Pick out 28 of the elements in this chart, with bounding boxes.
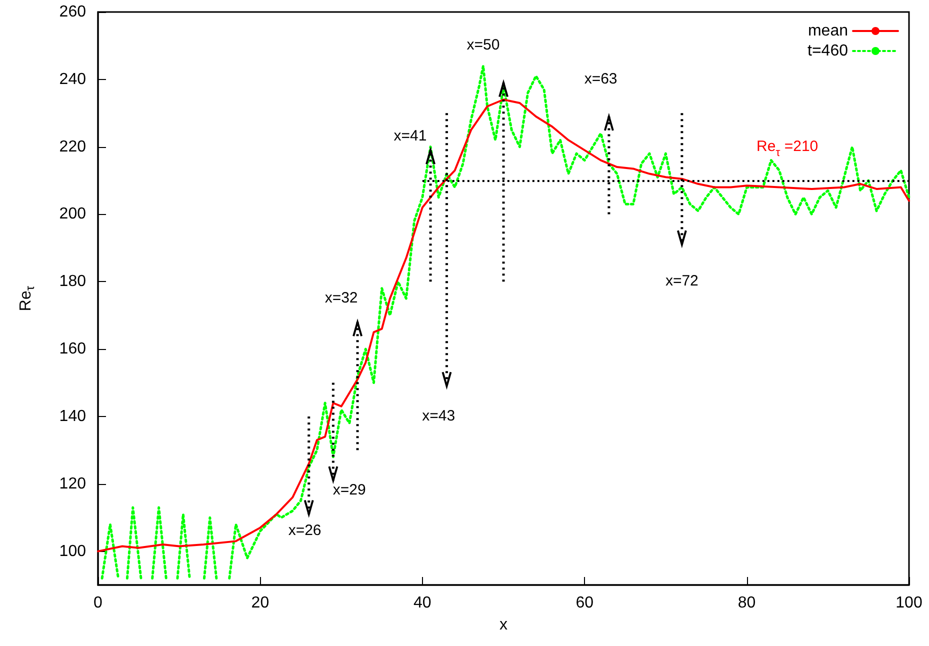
y-tick-label: 180 [59,273,86,290]
ref-line-label: Re$_{τ}$ =210 [756,138,818,159]
legend-label: mean [808,22,848,40]
x-tick-label: 100 [896,594,922,612]
y-tick-label: 220 [59,138,86,156]
annotation: x=43 [422,407,456,424]
annotation: x=50 [466,36,500,54]
annotation: x=63 [584,70,618,88]
y-tick-label: 260 [59,4,86,20]
y-tick-label: 100 [59,542,86,560]
y-tick-label: 120 [59,475,86,492]
legend-label: t=460 [808,42,848,60]
y-tick-label: 160 [59,340,86,358]
x-tick-label: 60 [576,594,594,612]
annotation: x=72 [665,272,698,290]
y-tick-label: 140 [59,408,86,425]
annotation: x=29 [332,482,366,499]
x-axis-title: x [500,616,508,634]
x-tick-label: 80 [738,594,756,612]
y-axis-title: Reτ [18,286,37,312]
annotation: x=26 [288,522,322,540]
x-tick-label: 0 [94,594,103,612]
x-tick-label: 40 [414,594,432,612]
annotation: x=32 [324,289,358,306]
y-tick-label: 240 [59,70,86,88]
y-tick-label: 200 [59,206,86,223]
x-tick-label: 20 [251,594,270,612]
annotation: x=41 [394,128,427,145]
